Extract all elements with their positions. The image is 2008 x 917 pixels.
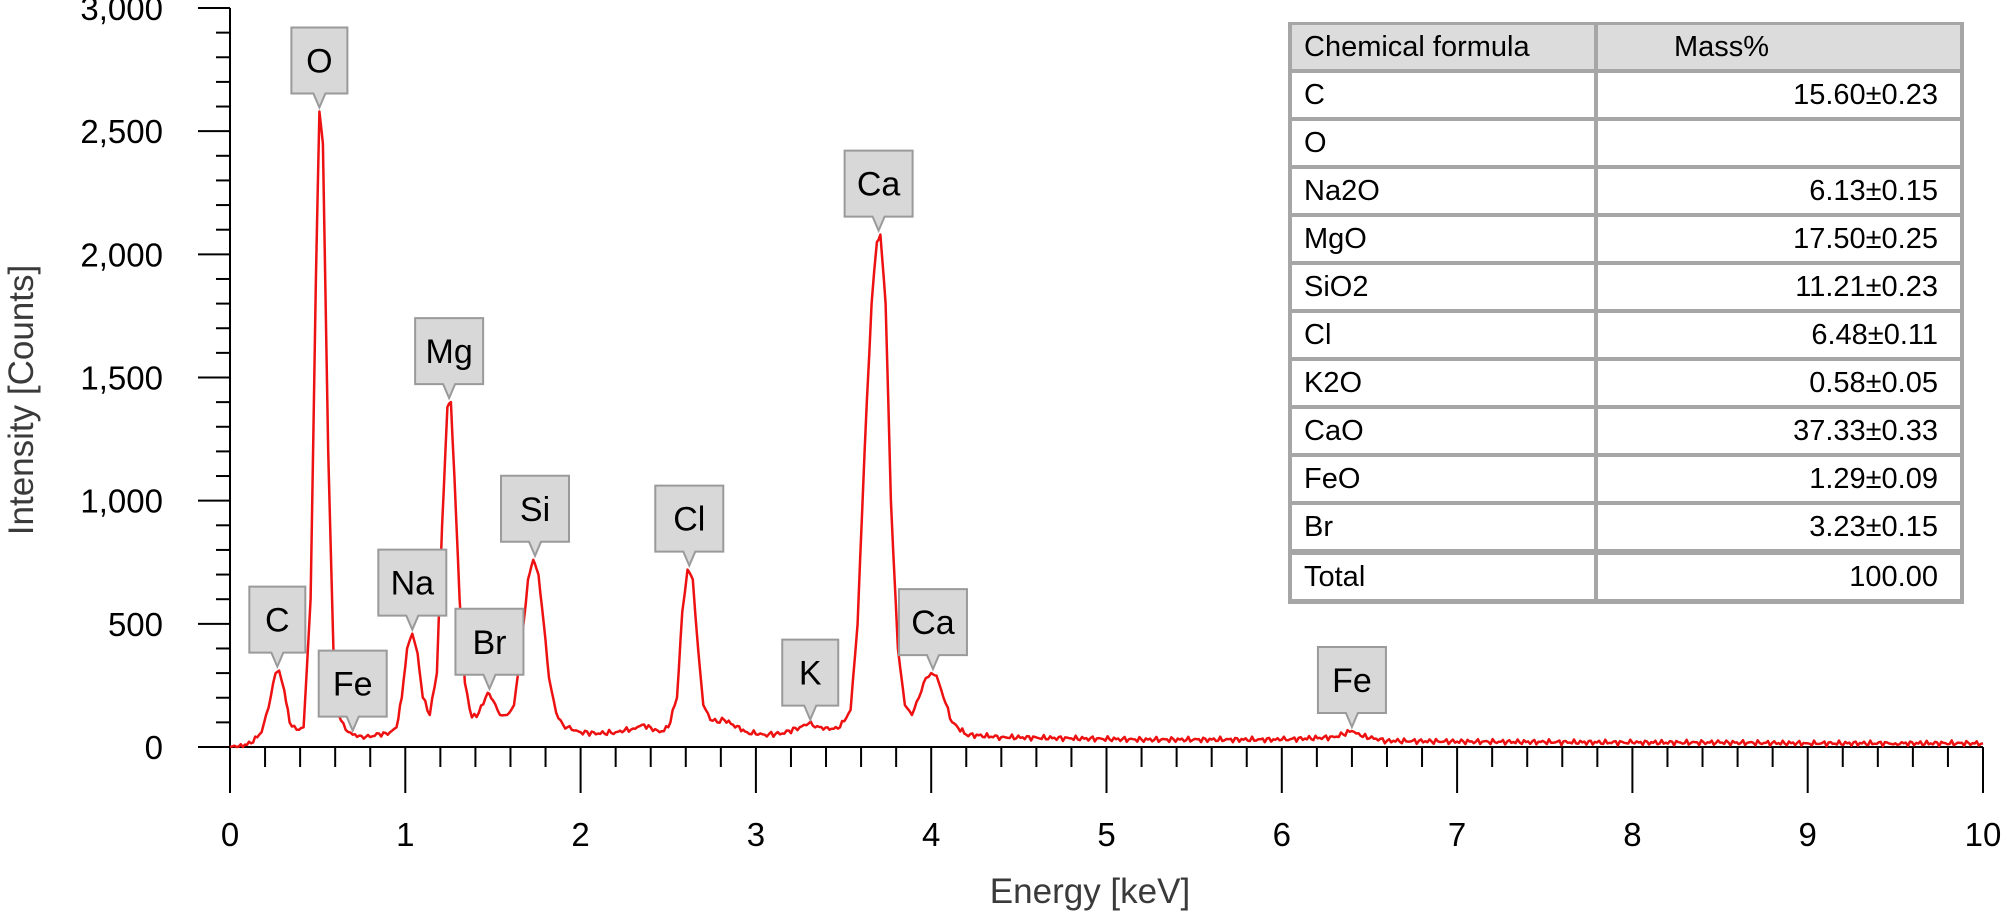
peak-label-text: K <box>799 655 822 693</box>
peak-label-text: Fe <box>333 666 373 704</box>
table-row: C 15.60±0.23 <box>1292 73 1960 117</box>
total-label: Total <box>1292 555 1594 599</box>
mass-cell: 3.23±0.15 <box>1598 505 1960 549</box>
header-chemical-formula: Chemical formula <box>1292 25 1594 69</box>
formula-cell: Na2O <box>1292 169 1594 213</box>
formula-cell: CaO <box>1292 409 1594 453</box>
x-tick-label: 9 <box>1799 816 1817 853</box>
peak-label-text: Ca <box>857 166 901 204</box>
x-tick-label: 8 <box>1623 816 1641 853</box>
formula-cell: C <box>1292 73 1594 117</box>
peak-label-box <box>377 548 448 633</box>
peak-label: Mg <box>414 317 485 401</box>
formula-cell: K2O <box>1292 361 1594 405</box>
peak-label-box <box>654 484 725 569</box>
x-tick-label: 7 <box>1448 816 1466 853</box>
y-tick-label: 0 <box>145 729 163 766</box>
formula-cell: SiO2 <box>1292 265 1594 309</box>
peak-label: Cl <box>654 484 725 569</box>
table-row: MgO 17.50±0.25 <box>1292 217 1960 261</box>
peak-label-text: Na <box>391 565 435 603</box>
formula-cell: Cl <box>1292 313 1594 357</box>
peak-label-text: Cl <box>673 501 705 539</box>
mass-cell: 11.21±0.23 <box>1598 265 1960 309</box>
peak-label: Na <box>377 548 448 633</box>
peak-label: Fe <box>1316 645 1387 730</box>
peak-label-box <box>248 585 307 670</box>
peak-label: O <box>290 26 349 110</box>
table-row: K2O 0.58±0.05 <box>1292 361 1960 405</box>
x-axis-title: Energy [keV] <box>990 872 1190 911</box>
formula-cell: FeO <box>1292 457 1594 501</box>
composition-table: Chemical formula Mass% C 15.60±0.23 O Na… <box>1288 22 1964 604</box>
table-row: SiO2 11.21±0.23 <box>1292 265 1960 309</box>
peak-label-box <box>414 317 485 401</box>
table-row: CaO 37.33±0.33 <box>1292 409 1960 453</box>
y-tick-label: 1,500 <box>80 360 163 397</box>
peak-label-text: Ca <box>911 604 955 642</box>
table-row: Cl 6.48±0.11 <box>1292 313 1960 357</box>
peak-label: Ca <box>897 588 968 672</box>
peak-label: C <box>248 585 307 670</box>
y-tick-label: 500 <box>108 606 163 643</box>
peak-label-box <box>317 649 388 734</box>
peak-label-text: Si <box>520 491 550 529</box>
table-row: Br 3.23±0.15 <box>1292 505 1960 549</box>
mass-cell: 0.58±0.05 <box>1598 361 1960 405</box>
table-total-row: Total 100.00 <box>1292 555 1960 599</box>
y-tick-label: 2,500 <box>80 113 163 150</box>
peak-label-box <box>290 26 349 110</box>
peak-label: Br <box>454 607 525 692</box>
peak-label-box <box>454 607 525 692</box>
mass-cell: 17.50±0.25 <box>1598 217 1960 261</box>
peak-label-box <box>1316 645 1387 730</box>
x-tick-label: 2 <box>571 816 589 853</box>
peak-label-text: O <box>306 42 332 80</box>
mass-cell: 37.33±0.33 <box>1598 409 1960 453</box>
peak-label: Ca <box>843 149 914 234</box>
peak-label: K <box>781 638 840 723</box>
formula-cell: MgO <box>1292 217 1594 261</box>
y-tick-label: 2,000 <box>80 236 163 273</box>
mass-cell: 6.48±0.11 <box>1598 313 1960 357</box>
peak-label-box <box>897 588 968 672</box>
mass-cell: 6.13±0.15 <box>1598 169 1960 213</box>
peak-label-text: Br <box>472 624 506 662</box>
formula-cell: Br <box>1292 505 1594 549</box>
table-row: O <box>1292 121 1960 165</box>
header-mass-percent: Mass% <box>1598 25 1960 69</box>
peak-label-text: C <box>265 602 290 640</box>
peak-label: Si <box>500 474 571 559</box>
table-row: Na2O 6.13±0.15 <box>1292 169 1960 213</box>
peak-label-text: Fe <box>1332 662 1372 700</box>
total-value: 100.00 <box>1598 555 1960 599</box>
x-tick-label: 4 <box>922 816 940 853</box>
ticks: 0 1 2 3 4 5 6 7 8 9 10 0 500 1,000 1,500 2,000 2,500 3,00… <box>80 0 2001 853</box>
peak-label-box <box>500 474 571 559</box>
peak-labels: C O Fe Na Mg Br Si Cl K Ca Ca Fe <box>248 26 1387 734</box>
y-axis-title: Intensity [Counts] <box>2 265 41 535</box>
x-tick-label: 5 <box>1097 816 1115 853</box>
x-tick-label: 0 <box>221 816 239 853</box>
y-tick-label: 1,000 <box>80 483 163 520</box>
peak-label-box <box>843 149 914 234</box>
x-tick-label: 10 <box>1965 816 2002 853</box>
x-tick-label: 6 <box>1273 816 1291 853</box>
peak-label-text: Mg <box>426 333 473 371</box>
table-row: FeO 1.29±0.09 <box>1292 457 1960 501</box>
table-header-row: Chemical formula Mass% <box>1292 25 1960 69</box>
x-tick-label: 3 <box>747 816 765 853</box>
mass-cell: 15.60±0.23 <box>1598 73 1960 117</box>
y-tick-label: 3,000 <box>80 0 163 27</box>
formula-cell: O <box>1292 121 1594 165</box>
peak-label: Fe <box>317 649 388 734</box>
x-tick-label: 1 <box>396 816 414 853</box>
mass-cell: 1.29±0.09 <box>1598 457 1960 501</box>
peak-label-box <box>781 638 840 723</box>
mass-cell <box>1598 121 1960 165</box>
